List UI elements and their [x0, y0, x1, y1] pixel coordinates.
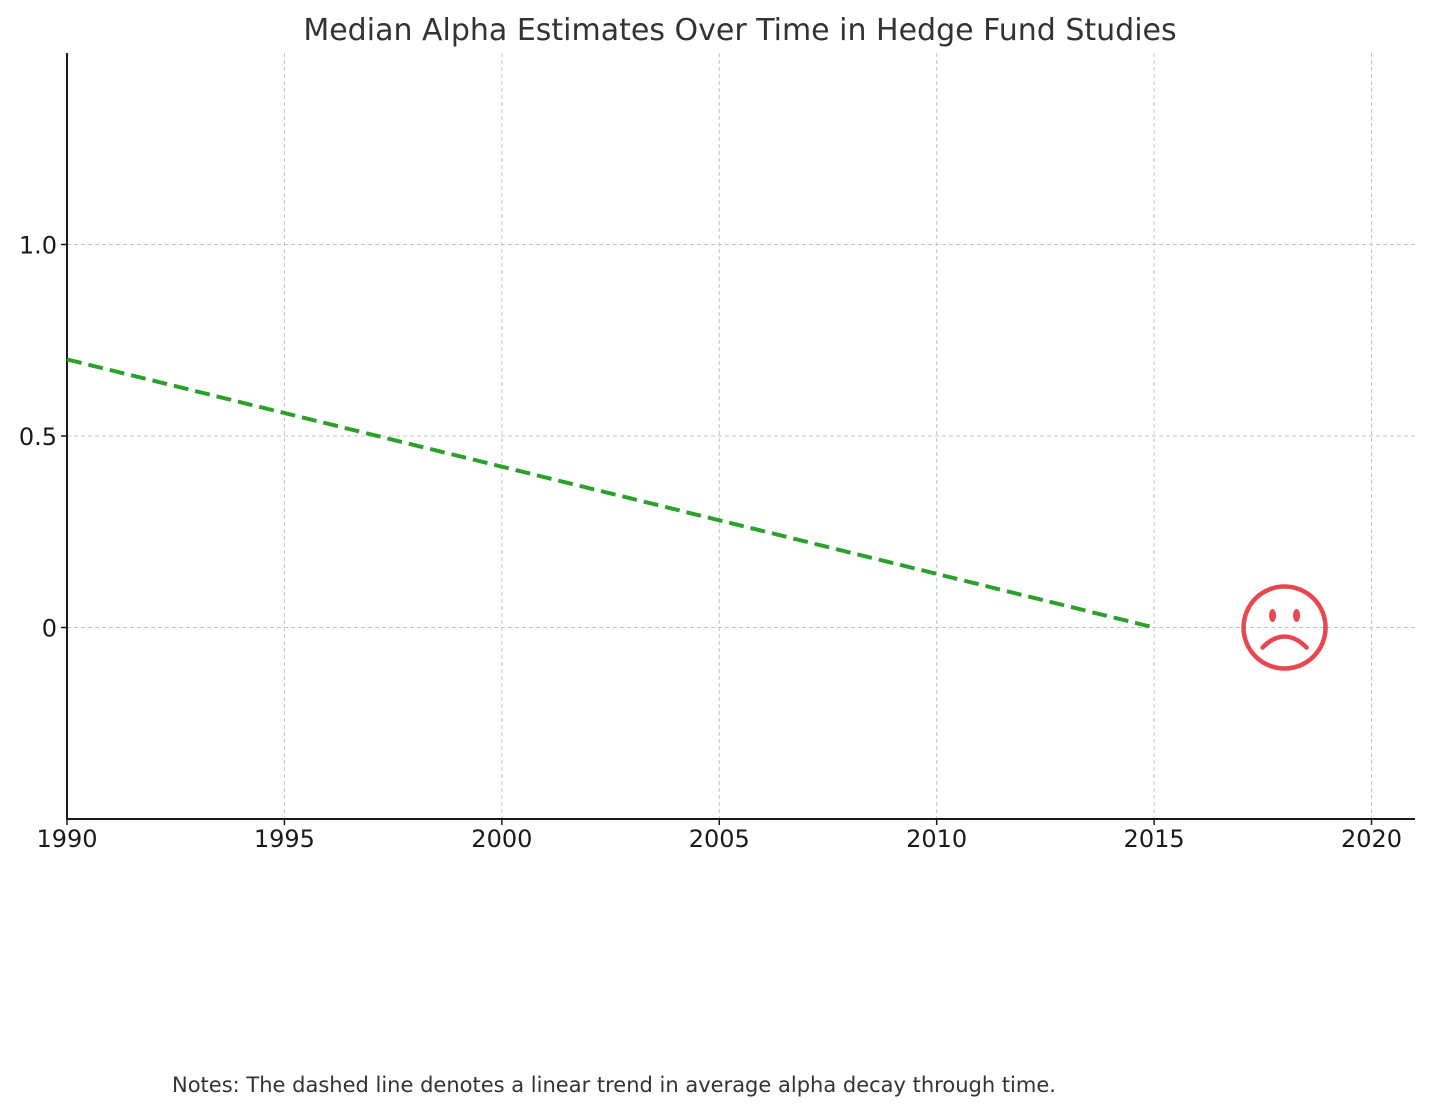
sad-face-mouth: [1260, 634, 1309, 650]
annotations: [1241, 584, 1328, 671]
series-layer: [66, 357, 1155, 630]
sad-face-eye-right: [1293, 609, 1301, 622]
x-tick-label: 2015: [1124, 825, 1185, 853]
y-tick-label: 0.5: [19, 423, 57, 451]
x-tick-label: 2000: [471, 825, 532, 853]
grid: [66, 53, 1415, 819]
sad-face-icon: [1241, 584, 1328, 671]
x-tick-label: 2020: [1341, 825, 1402, 853]
y-tick-label: 1.0: [19, 232, 57, 260]
x-tick-label: 2005: [689, 825, 750, 853]
chart-title: Median Alpha Estimates Over Time in Hedg…: [303, 13, 1176, 48]
x-tick-label: 1990: [36, 825, 97, 853]
tick-labels: 1990 1995 2000 2005 2010 2015 2020 0 0.5 1.0: [19, 232, 1402, 854]
x-tick-label: 2010: [906, 825, 967, 853]
trend-line: [66, 357, 1155, 630]
x-tick-label: 1995: [254, 825, 315, 853]
sad-face-eye-left: [1269, 609, 1277, 622]
chart-notes: Notes: The dashed line denotes a linear …: [172, 1073, 1056, 1097]
axes: [61, 53, 1415, 825]
y-tick-label: 0: [42, 615, 57, 643]
sad-face-outline: [1241, 584, 1328, 671]
